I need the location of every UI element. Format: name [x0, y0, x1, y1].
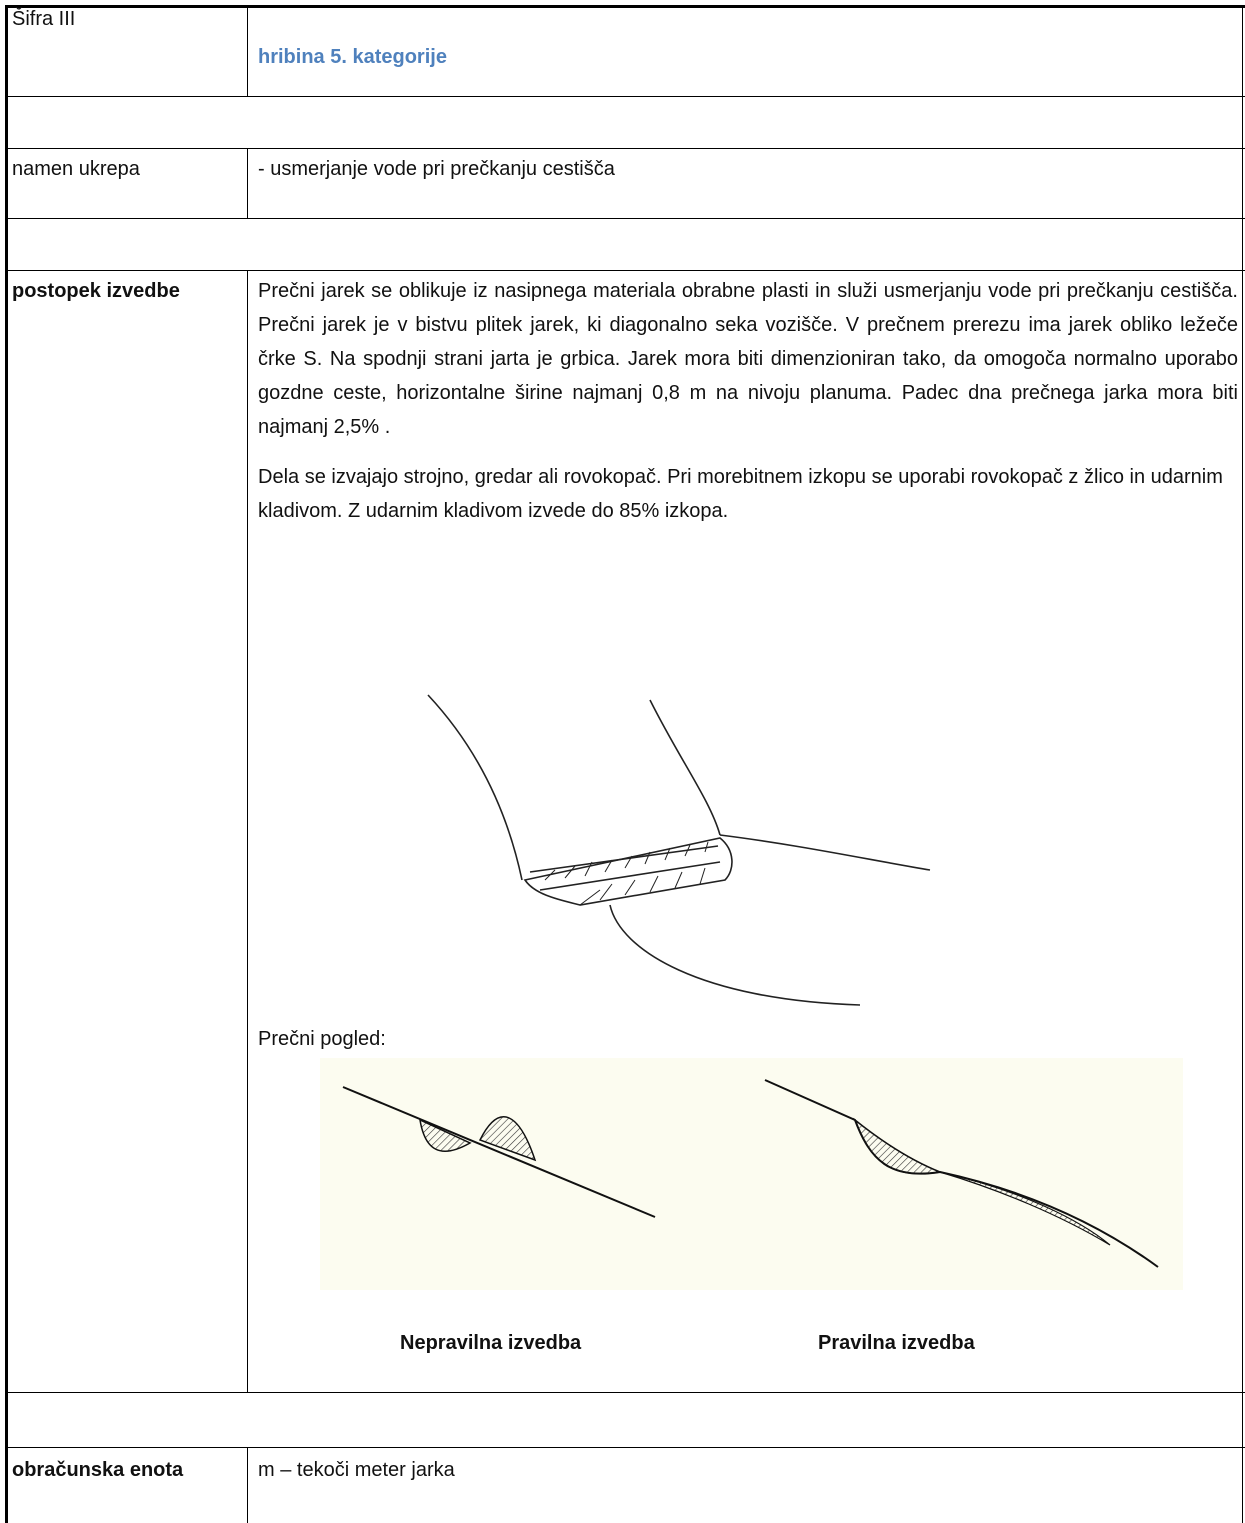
- column-border: [247, 270, 248, 1392]
- cross-section-wrong: [342, 1086, 656, 1218]
- row-border: [5, 148, 1245, 149]
- column-border: [247, 5, 248, 96]
- category: hribina 5. kategorije: [258, 46, 447, 68]
- table-border: [5, 5, 8, 1523]
- table-border: [5, 5, 1245, 8]
- code: Šifra III: [12, 8, 76, 30]
- row-border: [5, 96, 1245, 97]
- road-sketch: [427, 694, 931, 1006]
- caption: Nepravilna izvedba: [400, 1332, 582, 1354]
- label: namen ukrepa: [12, 158, 140, 180]
- label: obračunska enota: [12, 1459, 184, 1481]
- caption: Pravilna izvedba: [818, 1332, 975, 1354]
- text: - usmerjanje vode pri prečkanju cestišča: [258, 158, 615, 180]
- paragraphs: Prečni jarek se oblikuje iz nasipnega ma…: [258, 274, 1238, 528]
- table-border: [1242, 5, 1243, 1523]
- paragraph: Dela se izvajajo strojno, gredar ali rov…: [258, 466, 1223, 522]
- row-border: [5, 1447, 1245, 1448]
- text: m – tekoči meter jarka: [258, 1459, 455, 1481]
- row-border: [5, 218, 1245, 219]
- label: postopek izvedbe: [12, 280, 180, 302]
- column-border: [247, 1447, 248, 1523]
- cross-section-correct: [764, 1079, 1159, 1268]
- figure-background: [320, 1058, 1183, 1290]
- view-label: Prečni pogled:: [258, 1028, 386, 1050]
- row-border: [5, 270, 1245, 271]
- row-border: [5, 1392, 1245, 1393]
- paragraph: Prečni jarek se oblikuje iz nasipnega ma…: [258, 280, 1238, 438]
- column-border: [247, 148, 248, 218]
